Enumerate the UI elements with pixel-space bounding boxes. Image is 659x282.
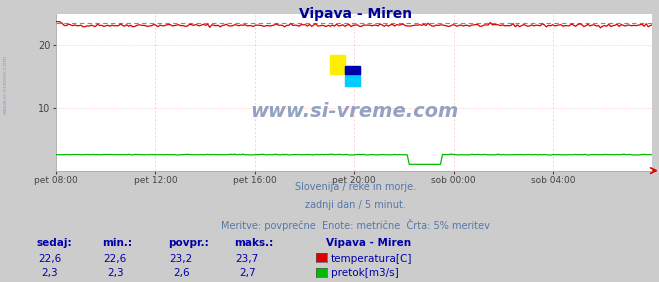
Text: 2,6: 2,6 xyxy=(173,268,190,278)
Bar xyxy=(330,55,345,74)
Text: 2,3: 2,3 xyxy=(107,268,124,278)
Text: Meritve: povprečne  Enote: metrične  Črta: 5% meritev: Meritve: povprečne Enote: metrične Črta:… xyxy=(221,219,490,231)
Text: sedaj:: sedaj: xyxy=(36,238,72,248)
Bar xyxy=(345,67,360,86)
Text: 2,3: 2,3 xyxy=(41,268,58,278)
Text: maks.:: maks.: xyxy=(234,238,273,248)
Text: pretok[m3/s]: pretok[m3/s] xyxy=(331,268,399,278)
Text: www.si-vreme.com: www.si-vreme.com xyxy=(250,102,459,121)
Text: temperatura[C]: temperatura[C] xyxy=(331,254,413,264)
Text: 22,6: 22,6 xyxy=(38,254,61,264)
Text: 23,7: 23,7 xyxy=(235,254,259,264)
Text: min.:: min.: xyxy=(102,238,132,248)
Bar xyxy=(345,66,360,74)
Text: 23,2: 23,2 xyxy=(169,254,193,264)
Text: Vipava - Miren: Vipava - Miren xyxy=(326,238,411,248)
Text: www.si-vreme.com: www.si-vreme.com xyxy=(3,55,8,114)
Text: Vipava - Miren: Vipava - Miren xyxy=(299,7,413,21)
Text: povpr.:: povpr.: xyxy=(168,238,209,248)
Text: 22,6: 22,6 xyxy=(103,254,127,264)
Text: 2,7: 2,7 xyxy=(239,268,256,278)
Text: Slovenija / reke in morje.: Slovenija / reke in morje. xyxy=(295,182,416,192)
Text: zadnji dan / 5 minut.: zadnji dan / 5 minut. xyxy=(305,200,407,210)
